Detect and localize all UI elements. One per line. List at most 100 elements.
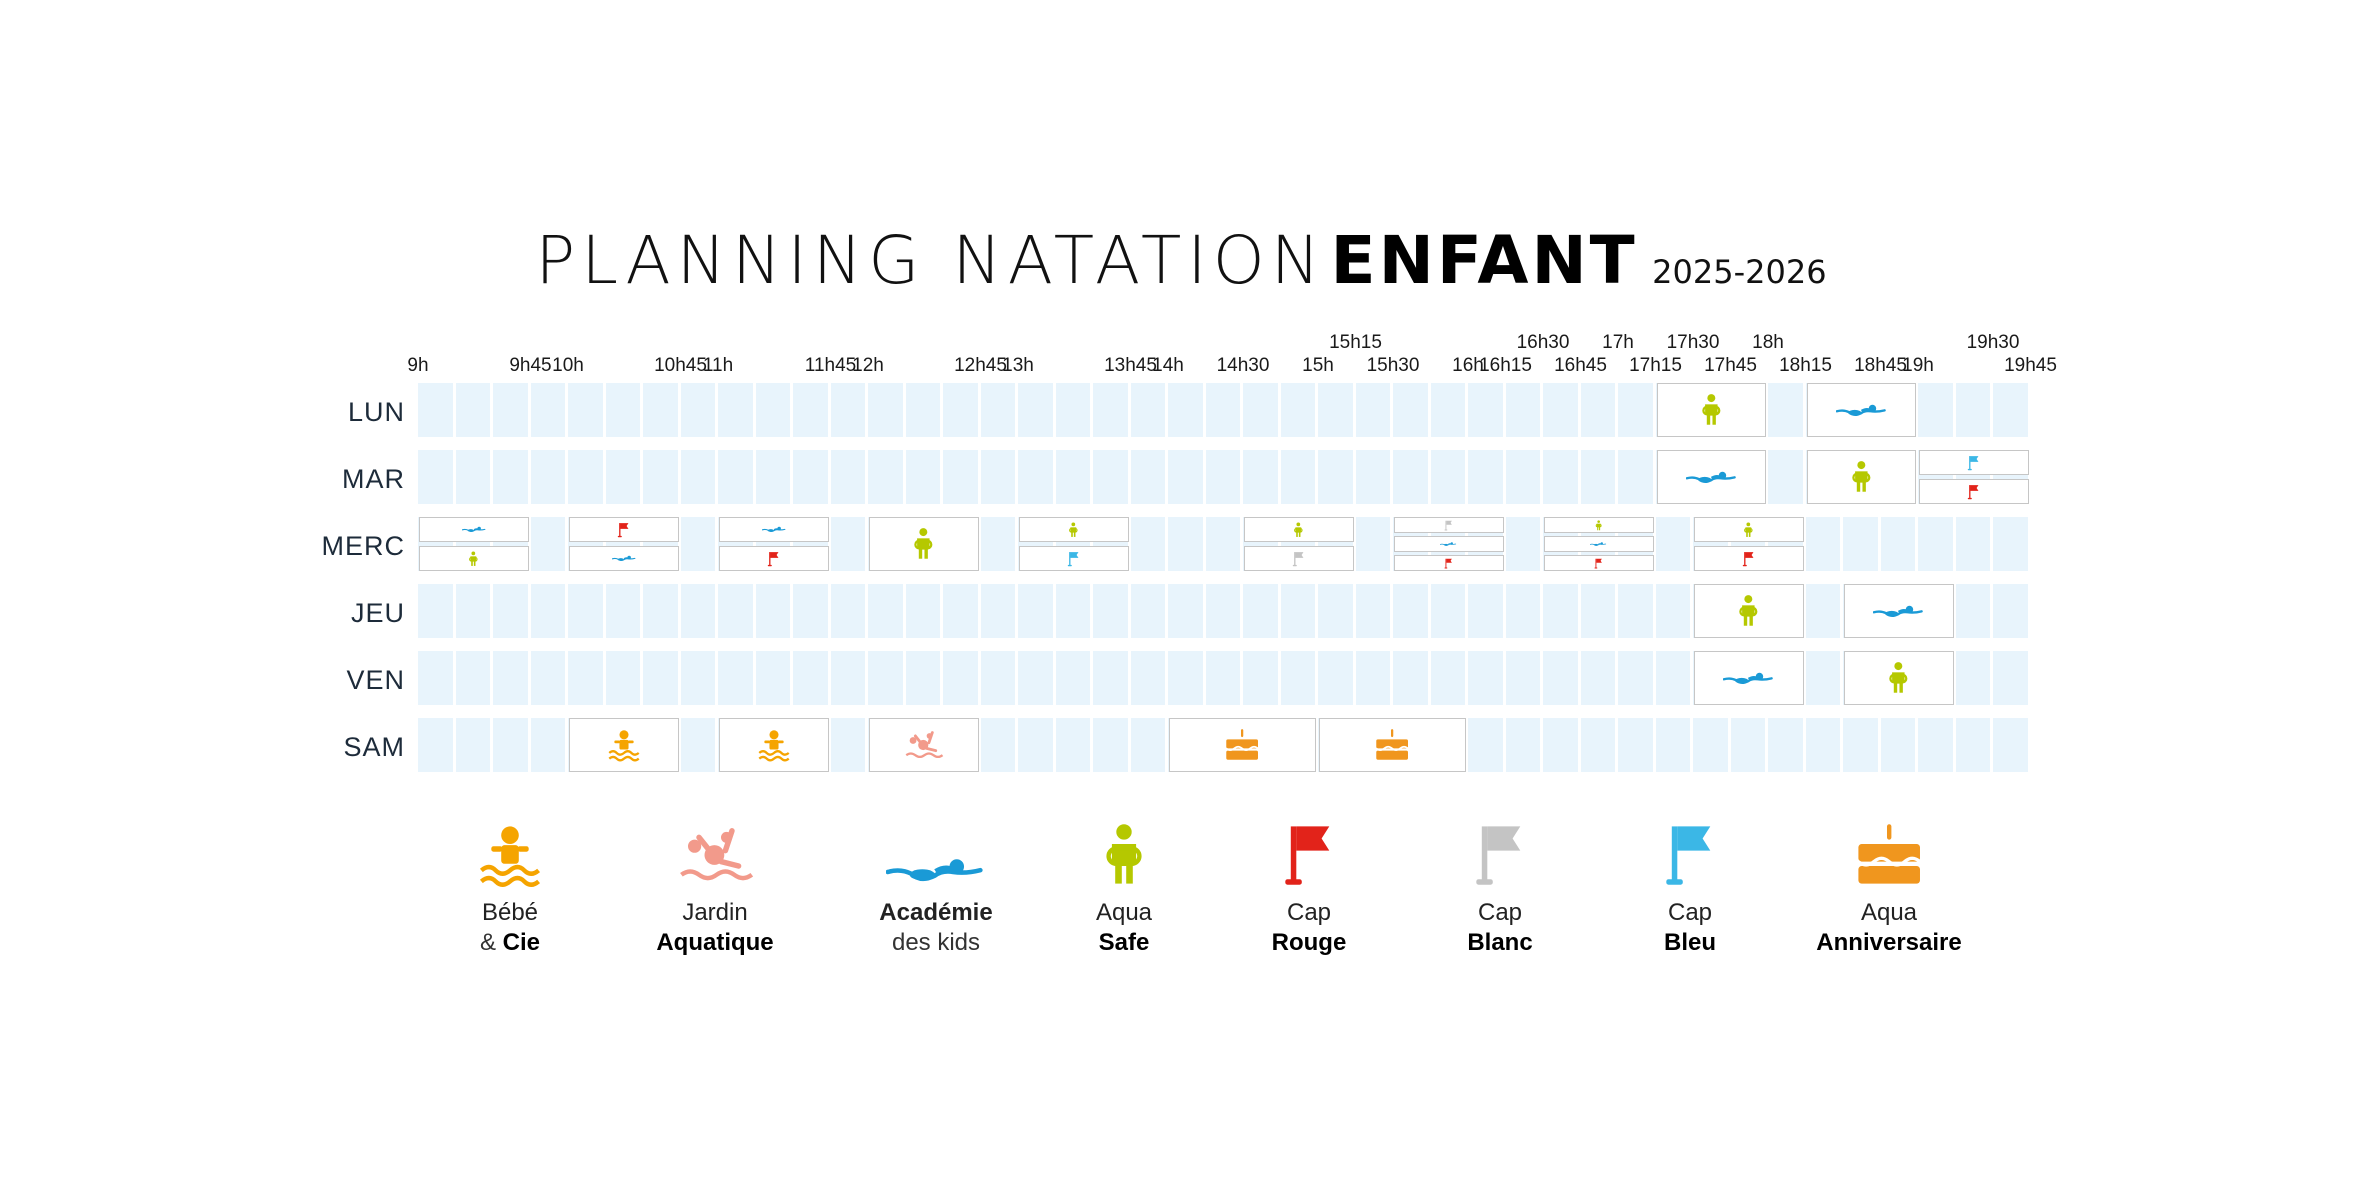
session-slot[interactable] [1919,450,2029,475]
session-slot[interactable] [869,517,979,571]
legend-item: Cap Rouge [1194,812,1424,958]
time-label: 9h [407,355,429,376]
session-slot[interactable] [569,546,679,571]
time-cell [493,584,528,638]
session-slot[interactable] [1019,517,1129,542]
time-cell [1918,517,1953,571]
time-cell [1580,383,1615,437]
time-label: 10h45 [654,355,707,376]
session-slot[interactable] [1394,555,1504,571]
session-slot[interactable] [1019,546,1129,571]
session-slot[interactable] [1656,450,1766,504]
time-cell [1618,651,1653,705]
legend-line1: Cap [1286,899,1332,926]
time-label: 16h [1452,355,1484,376]
time-label: 13h45 [1104,355,1157,376]
session-slot[interactable] [1544,555,1654,571]
session-slot[interactable] [1544,517,1654,533]
session-slot[interactable] [1244,546,1354,571]
time-cell [530,651,565,705]
time-cell [1393,584,1428,638]
time-cell [493,718,528,772]
time-cell [605,651,640,705]
time-cell [1205,383,1240,437]
time-cell [1993,584,2028,638]
time-label: 12h45 [954,355,1007,376]
session-slot[interactable] [1919,479,2029,504]
legend-item: Aqua Anniversaire [1774,812,2004,958]
time-cell [755,450,790,504]
cap-rouge-icon [1444,558,1453,569]
time-cell [680,718,715,772]
time-cell [1430,651,1465,705]
time-cell [1355,450,1390,504]
time-cell [1318,450,1353,504]
academie-icon [1590,541,1607,547]
anniv-icon [1374,728,1410,762]
time-cell [980,651,1015,705]
session-slot[interactable] [419,517,529,542]
session-slot[interactable] [719,718,829,772]
session-slot[interactable] [1169,718,1316,772]
session-slot[interactable] [719,517,829,542]
time-cell [1130,450,1165,504]
legend-line2-bold: Rouge [1271,929,1347,956]
time-cell [943,383,978,437]
time-cell [1880,517,1915,571]
time-cell [1768,383,1803,437]
session-slot[interactable] [1694,517,1804,542]
session-slot[interactable] [869,718,979,772]
safe-icon [1293,522,1304,538]
time-cell [1018,450,1053,504]
cap-bleu-icon [1575,812,1805,888]
time-cell [1055,584,1090,638]
session-slot[interactable] [569,718,679,772]
session-slot[interactable] [1694,546,1804,571]
session-slot[interactable] [1694,584,1804,638]
day-label: SAM [343,732,405,762]
session-slot[interactable] [1394,536,1504,552]
time-cell [568,651,603,705]
time-label: 18h [1752,332,1784,353]
day-label: LUN [347,397,405,427]
session-slot[interactable] [1806,450,1916,504]
academie-icon [611,554,636,563]
time-label: 16h45 [1554,355,1607,376]
time-cell [943,584,978,638]
time-cell [1130,383,1165,437]
session-slot[interactable] [1694,651,1804,705]
safe-icon [468,551,479,567]
time-cell [1955,383,1990,437]
session-slot[interactable] [569,517,679,542]
time-label: 19h [1902,355,1934,376]
session-slot[interactable] [719,546,829,571]
time-cell [680,517,715,571]
session-slot[interactable] [1319,718,1466,772]
session-slot[interactable] [1394,517,1504,533]
safe-icon [1068,522,1079,538]
time-cell [718,450,753,504]
time-cell [1093,450,1128,504]
time-cell [980,450,1015,504]
time-cell [1468,383,1503,437]
academie-icon [1835,401,1887,420]
session-slot[interactable] [1656,383,1766,437]
session-slot[interactable] [419,546,529,571]
time-cell [830,383,865,437]
session-slot[interactable] [1844,651,1954,705]
time-label: 19h30 [1966,332,2020,353]
time-cell [530,584,565,638]
session-slot[interactable] [1544,536,1654,552]
time-label: 11h [702,355,734,376]
time-cell [493,450,528,504]
session-slot[interactable] [1806,383,1916,437]
cap-blanc-icon [1292,551,1305,567]
session-slot[interactable] [1244,517,1354,542]
session-slot[interactable] [1844,584,1954,638]
legend-line1: Bébé [481,899,539,926]
time-cell [1843,718,1878,772]
time-cell [1393,450,1428,504]
time-cell [1168,517,1203,571]
safe-icon [1700,393,1723,427]
time-cell [755,584,790,638]
